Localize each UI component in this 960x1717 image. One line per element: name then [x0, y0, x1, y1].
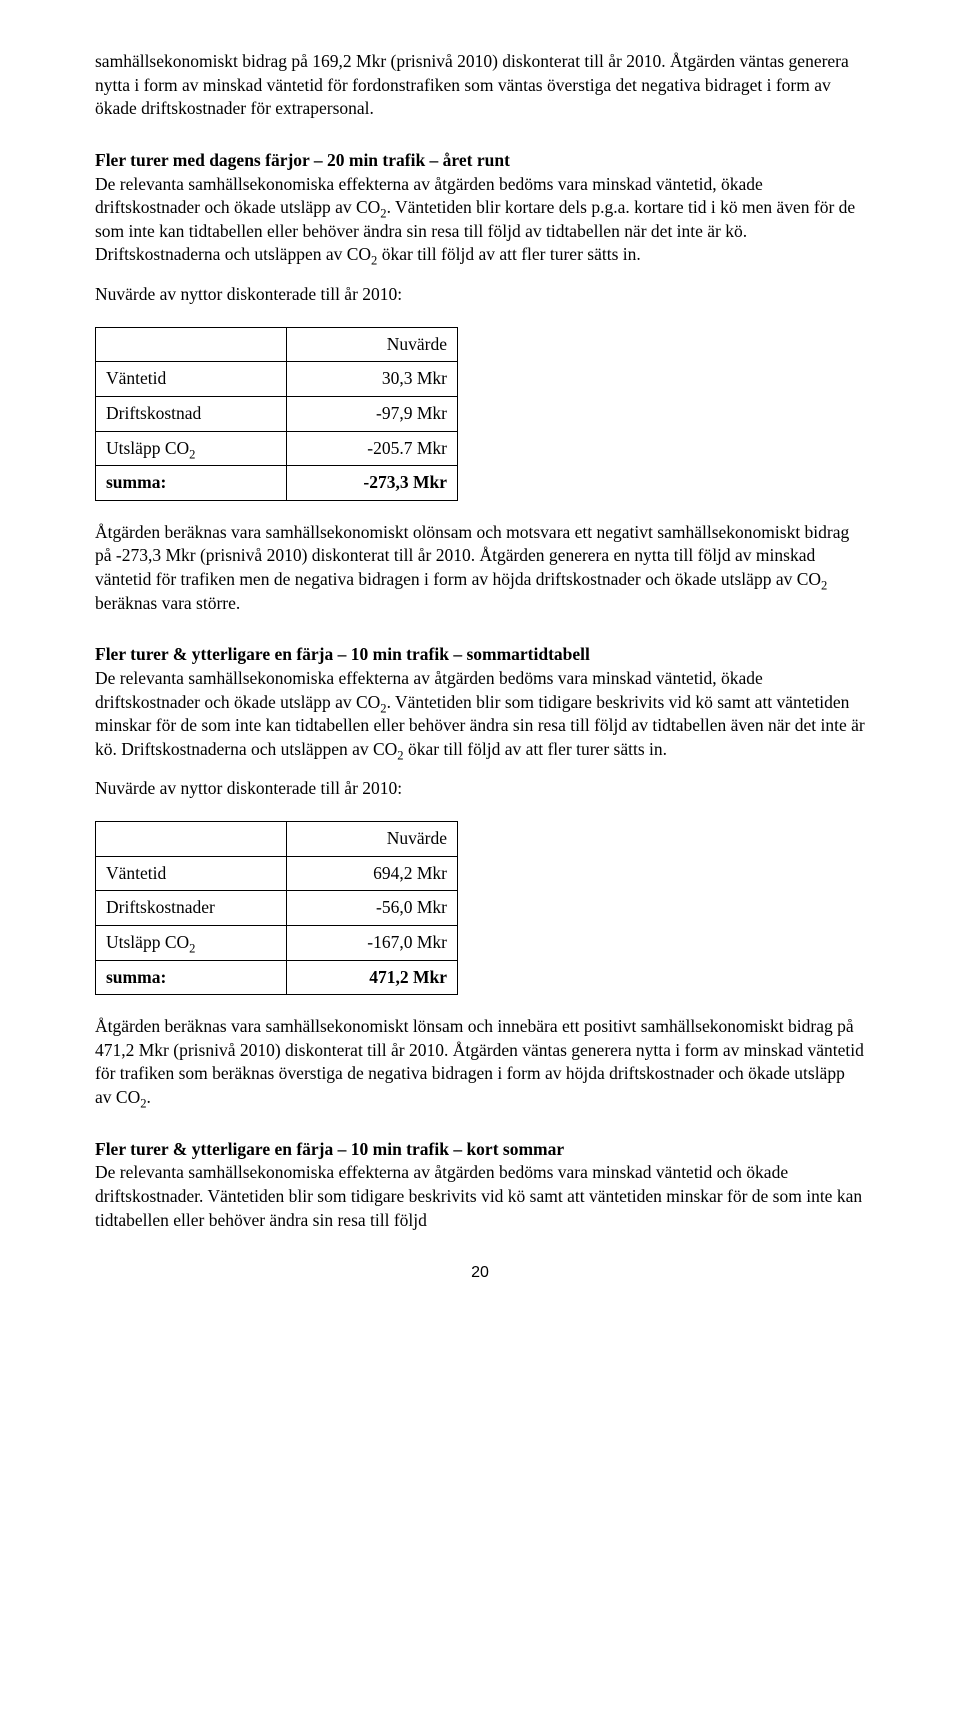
co2-subscript: 2	[189, 447, 195, 461]
table-cell-value: -56,0 Mkr	[287, 891, 458, 926]
table-cell-value: -205.7 Mkr	[287, 431, 458, 466]
table-row: Driftskostnad -97,9 Mkr	[96, 396, 458, 431]
table-sum-row: summa: -273,3 Mkr	[96, 466, 458, 501]
section-1-after-b: beräknas vara större.	[95, 593, 240, 613]
table-row: Utsläpp CO2 -205.7 Mkr	[96, 431, 458, 466]
table-cell-label: Driftskostnader	[96, 891, 287, 926]
table-header-empty	[96, 327, 287, 362]
table-cell-label: Väntetid	[96, 856, 287, 891]
table-cell-label-text: Utsläpp CO	[106, 932, 189, 952]
table-cell-value: 30,3 Mkr	[287, 362, 458, 397]
table-sum-label: summa:	[96, 960, 287, 995]
table-cell-label: Utsläpp CO2	[96, 925, 287, 960]
table-row: Utsläpp CO2 -167,0 Mkr	[96, 925, 458, 960]
intro-paragraph: samhällsekonomiskt bidrag på 169,2 Mkr (…	[95, 50, 865, 121]
section-1-after-a: Åtgärden beräknas vara samhällsekonomisk…	[95, 522, 849, 589]
section-3-body: De relevanta samhällsekonomiska effekter…	[95, 1161, 865, 1232]
section-2-after-a: Åtgärden beräknas vara samhällsekonomisk…	[95, 1016, 864, 1107]
table-header-row: Nuvärde	[96, 822, 458, 857]
table-sum-value: 471,2 Mkr	[287, 960, 458, 995]
section-1-body: De relevanta samhällsekonomiska effekter…	[95, 173, 865, 268]
section-2-table: Nuvärde Väntetid 694,2 Mkr Driftskostnad…	[95, 821, 458, 995]
document-page: samhällsekonomiskt bidrag på 169,2 Mkr (…	[0, 0, 960, 1314]
table-header-value: Nuvärde	[287, 822, 458, 857]
table-cell-value: -167,0 Mkr	[287, 925, 458, 960]
section-1-after: Åtgärden beräknas vara samhällsekonomisk…	[95, 521, 865, 616]
section-2-after-b: .	[147, 1087, 151, 1107]
table-sum-label: summa:	[96, 466, 287, 501]
section-1-body-c: ökar till följd av att fler turer sätts …	[377, 244, 640, 264]
table-header-value: Nuvärde	[287, 327, 458, 362]
section-2-nuvarde-intro: Nuvärde av nyttor diskonterade till år 2…	[95, 777, 865, 801]
table-sum-row: summa: 471,2 Mkr	[96, 960, 458, 995]
section-1-table: Nuvärde Väntetid 30,3 Mkr Driftskostnad …	[95, 327, 458, 501]
co2-subscript: 2	[821, 579, 827, 593]
section-1-nuvarde-intro: Nuvärde av nyttor diskonterade till år 2…	[95, 283, 865, 307]
table-cell-label: Utsläpp CO2	[96, 431, 287, 466]
page-number: 20	[95, 1262, 865, 1284]
table-header-row: Nuvärde	[96, 327, 458, 362]
table-cell-value: -97,9 Mkr	[287, 396, 458, 431]
section-2-after: Åtgärden beräknas vara samhällsekonomisk…	[95, 1015, 865, 1110]
table-header-empty	[96, 822, 287, 857]
section-2-heading: Fler turer & ytterligare en färja – 10 m…	[95, 643, 865, 667]
table-cell-label-text: Utsläpp CO	[106, 438, 189, 458]
section-2-body-c: ökar till följd av att fler turer sätts …	[404, 739, 667, 759]
section-1-heading: Fler turer med dagens färjor – 20 min tr…	[95, 149, 865, 173]
co2-subscript: 2	[189, 941, 195, 955]
table-row: Väntetid 694,2 Mkr	[96, 856, 458, 891]
table-cell-label: Driftskostnad	[96, 396, 287, 431]
section-3-heading: Fler turer & ytterligare en färja – 10 m…	[95, 1138, 865, 1162]
table-cell-label: Väntetid	[96, 362, 287, 397]
table-sum-value: -273,3 Mkr	[287, 466, 458, 501]
section-2-body: De relevanta samhällsekonomiska effekter…	[95, 667, 865, 762]
table-row: Driftskostnader -56,0 Mkr	[96, 891, 458, 926]
table-cell-value: 694,2 Mkr	[287, 856, 458, 891]
table-row: Väntetid 30,3 Mkr	[96, 362, 458, 397]
